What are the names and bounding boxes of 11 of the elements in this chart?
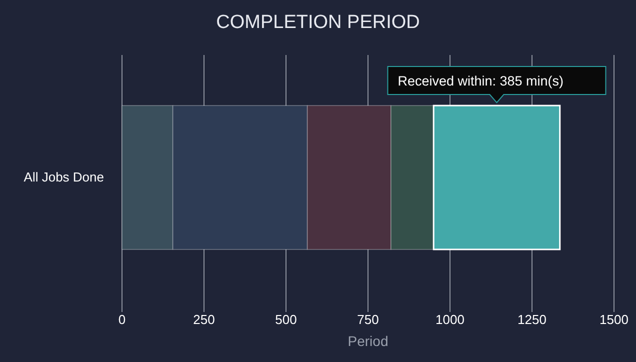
- x-tick-label: 750: [357, 312, 379, 327]
- x-tick-label: 1250: [518, 312, 546, 327]
- x-axis-title: Period: [348, 333, 388, 349]
- chart-title: COMPLETION PERIOD: [216, 12, 420, 33]
- x-tick-label: 1500: [600, 312, 628, 327]
- text: Received within: 385 min(s): [398, 74, 564, 89]
- x-tick-label: 1000: [436, 312, 464, 327]
- x-tick-label: 250: [193, 312, 215, 327]
- x-tick-label: 0: [118, 312, 126, 327]
- x-tick-label: 500: [275, 312, 297, 327]
- y-tick-label: All Jobs Done: [24, 170, 104, 184]
